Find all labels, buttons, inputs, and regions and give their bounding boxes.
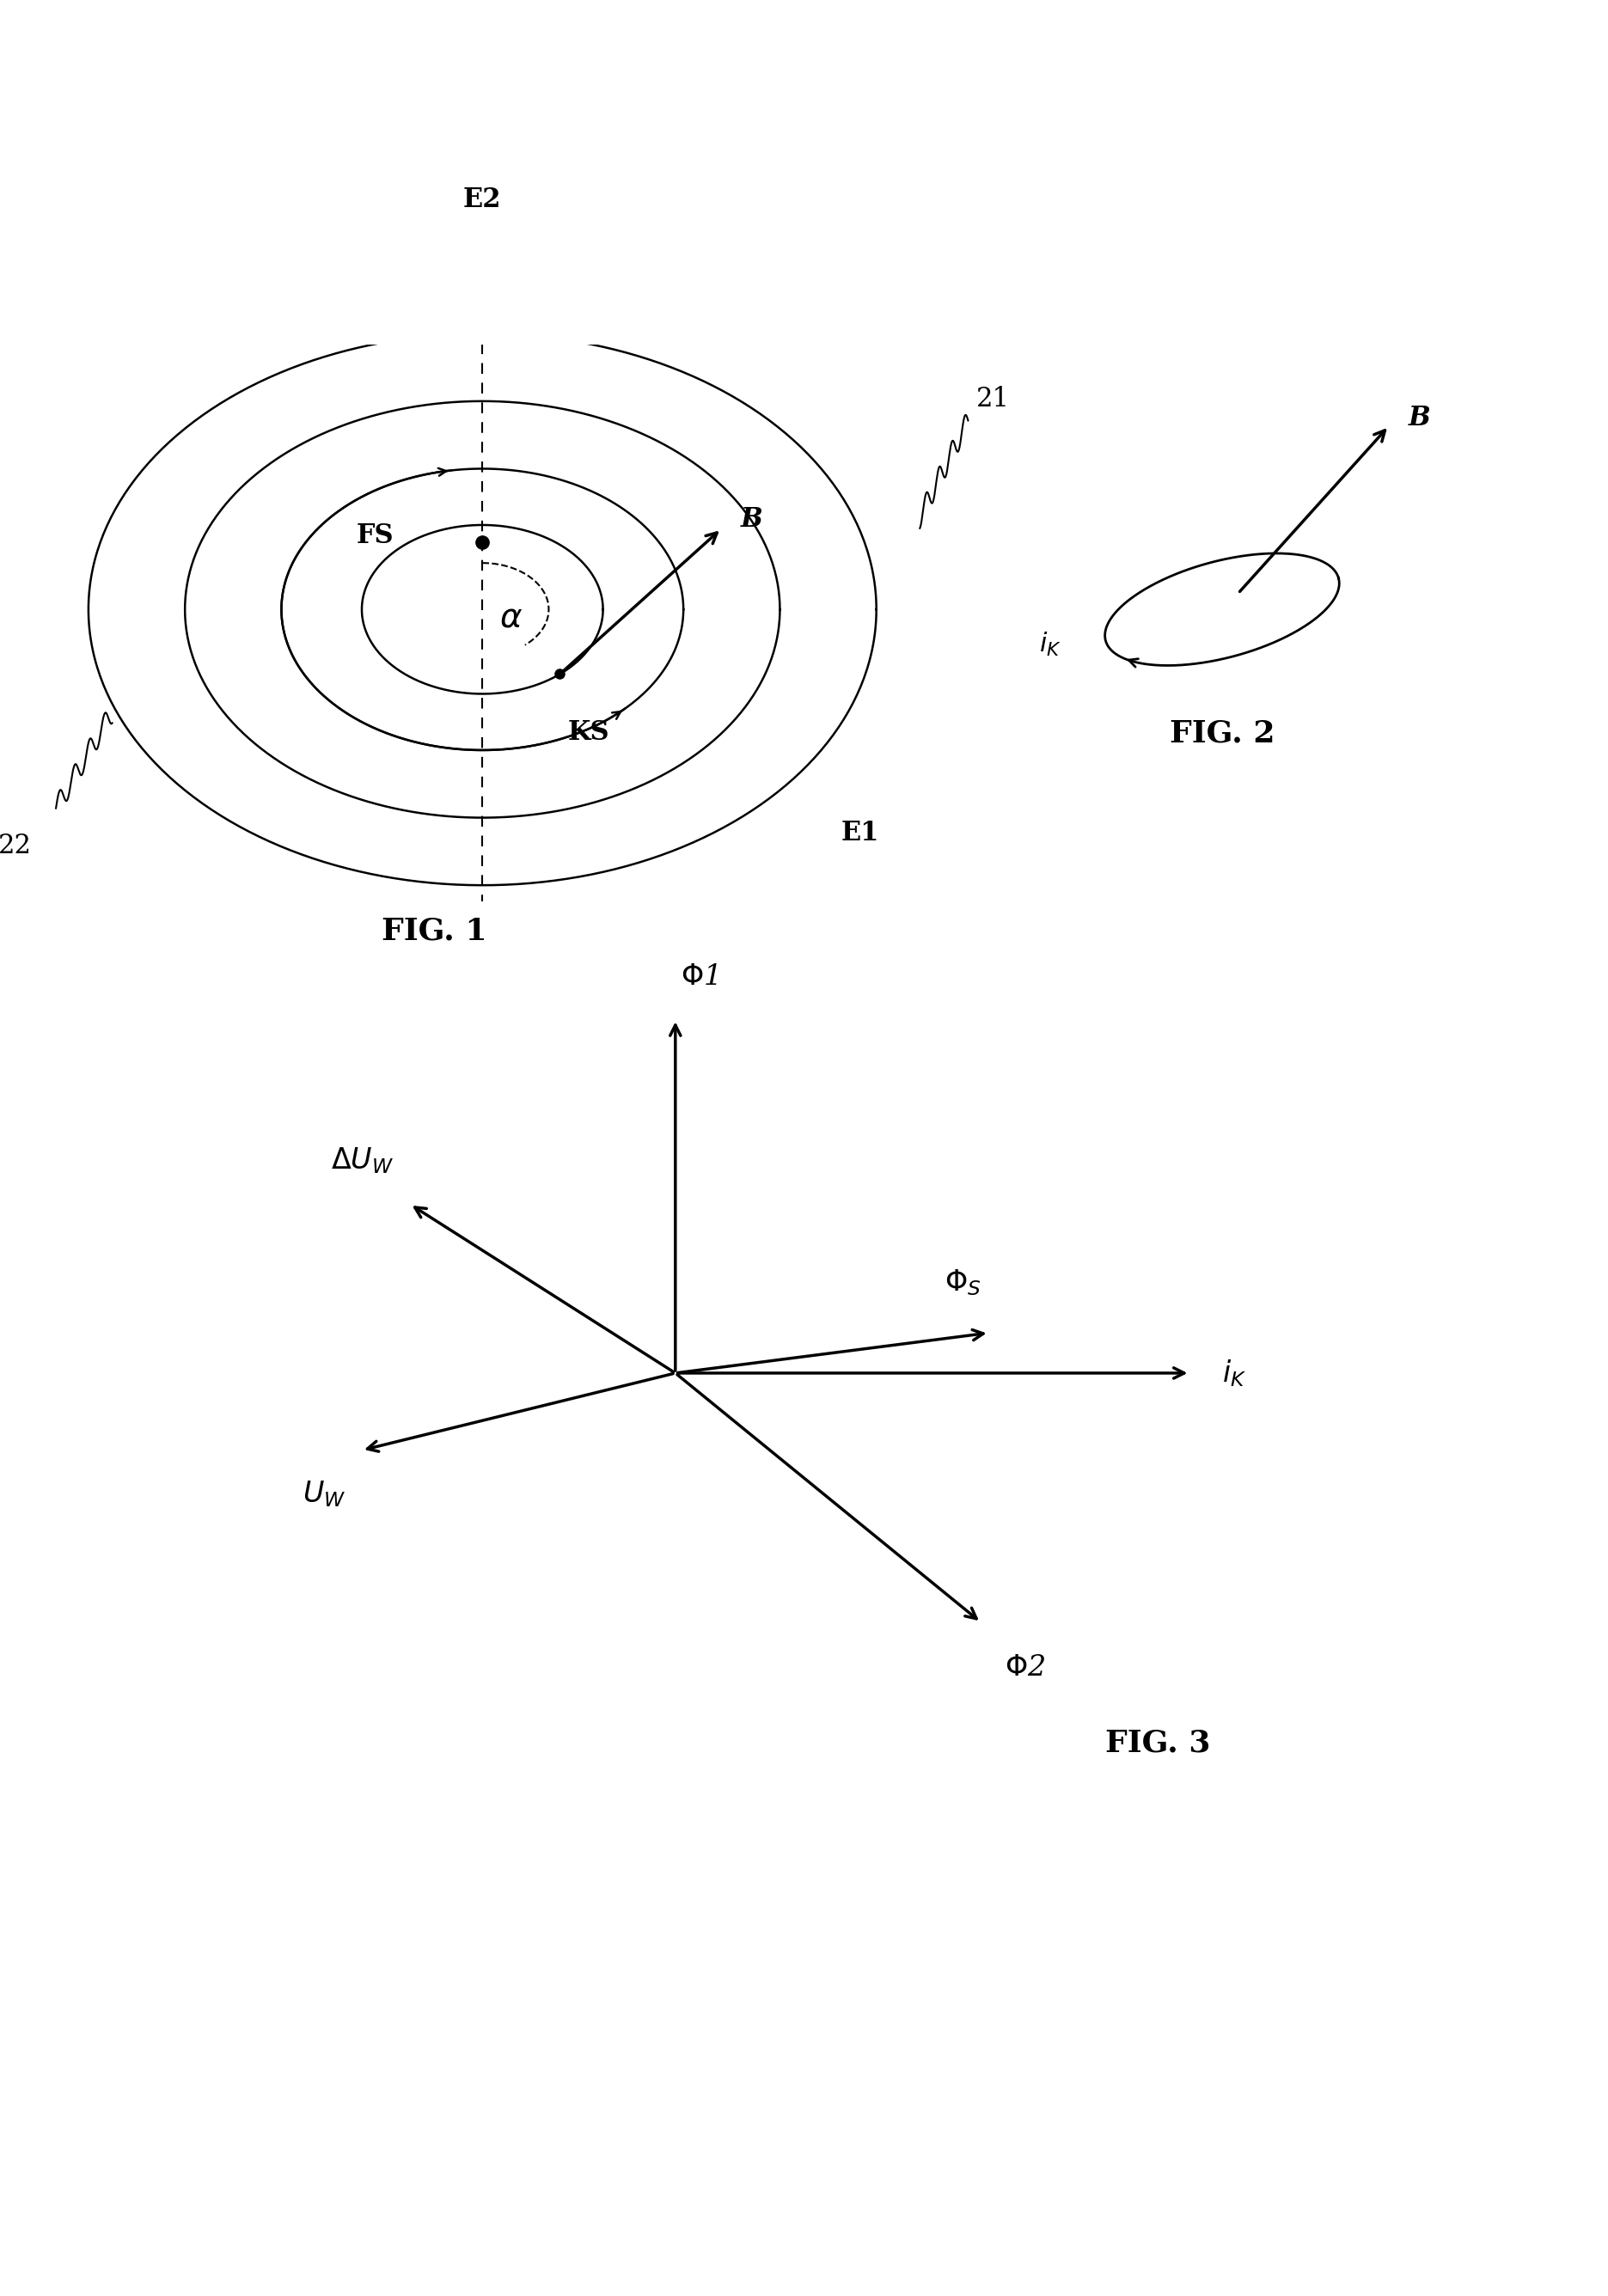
Text: E2: E2 [463,186,502,214]
Text: $i_K$: $i_K$ [1039,631,1061,659]
Text: FIG. 2: FIG. 2 [1169,719,1275,748]
Text: B: B [741,505,762,533]
Text: $U_W$: $U_W$ [302,1479,346,1508]
Text: $\Delta U_W$: $\Delta U_W$ [331,1146,394,1176]
Text: $\alpha$: $\alpha$ [500,602,523,634]
Text: $\Phi_S$: $\Phi_S$ [944,1267,981,1297]
Text: $\Phi$2: $\Phi$2 [1005,1655,1045,1683]
Text: 21: 21 [976,386,1010,413]
Text: KS: KS [568,719,609,746]
Text: B: B [1409,404,1430,432]
Text: FS: FS [357,521,394,549]
Text: E1: E1 [841,820,880,845]
Text: FIG. 3: FIG. 3 [1105,1729,1211,1756]
Text: $\Phi$1: $\Phi$1 [682,962,717,990]
Text: 22: 22 [0,833,32,859]
Text: $i_K$: $i_K$ [1222,1357,1246,1389]
Text: FIG. 1: FIG. 1 [381,916,487,946]
